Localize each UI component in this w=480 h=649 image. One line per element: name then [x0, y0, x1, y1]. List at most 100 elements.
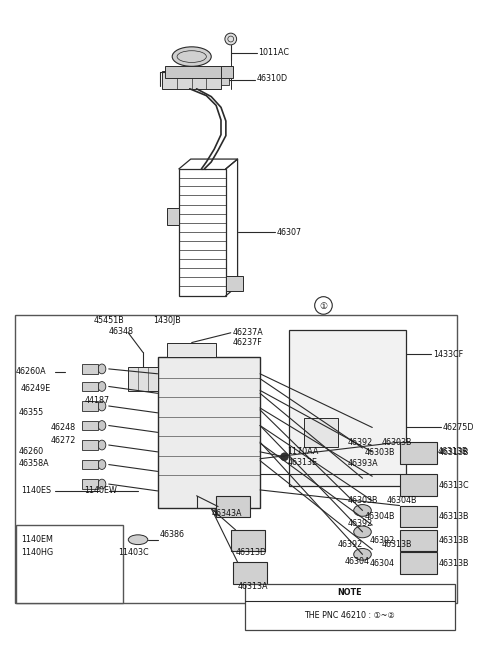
Bar — [221, 66, 233, 78]
Ellipse shape — [98, 479, 106, 489]
Text: 46386: 46386 — [159, 530, 184, 539]
Circle shape — [226, 458, 243, 475]
Circle shape — [232, 500, 243, 512]
Text: 46303B: 46303B — [348, 496, 378, 505]
Bar — [226, 276, 243, 291]
Circle shape — [194, 477, 212, 495]
Text: 46313B: 46313B — [439, 536, 469, 545]
Bar — [15, 315, 457, 603]
Text: 44187: 44187 — [84, 396, 109, 404]
Text: 11403C: 11403C — [119, 548, 149, 557]
Circle shape — [226, 419, 243, 436]
Circle shape — [194, 419, 212, 436]
Text: 46249E: 46249E — [21, 384, 51, 393]
Text: 46313B: 46313B — [438, 447, 468, 456]
Ellipse shape — [354, 504, 372, 517]
Text: 46313B: 46313B — [382, 540, 412, 549]
Text: ①: ① — [319, 302, 327, 311]
Circle shape — [163, 380, 181, 397]
Circle shape — [415, 479, 427, 491]
Bar — [162, 71, 221, 89]
Bar — [83, 440, 98, 450]
Bar — [399, 506, 437, 527]
Bar — [83, 401, 98, 411]
Bar — [128, 367, 157, 391]
Ellipse shape — [98, 364, 106, 374]
Text: 1011AC: 1011AC — [258, 48, 289, 57]
Circle shape — [226, 477, 243, 495]
Bar — [221, 75, 229, 85]
Text: THE PNC 46210 : ①~②: THE PNC 46210 : ①~② — [304, 611, 395, 620]
Ellipse shape — [354, 442, 372, 454]
Text: 46304B: 46304B — [387, 496, 418, 505]
Text: NOTE: NOTE — [337, 588, 362, 597]
Circle shape — [226, 438, 243, 456]
Bar — [83, 479, 98, 489]
Circle shape — [194, 399, 212, 417]
Bar — [83, 459, 98, 469]
Circle shape — [233, 535, 244, 546]
Text: 1433CF: 1433CF — [433, 350, 463, 359]
Circle shape — [218, 500, 230, 512]
Text: 46237A: 46237A — [233, 328, 264, 337]
Text: 46313D: 46313D — [236, 548, 267, 557]
Text: 46313A: 46313A — [238, 582, 268, 591]
Text: 46248: 46248 — [50, 423, 75, 432]
Text: 1140HG: 1140HG — [21, 548, 53, 557]
Text: 45451B: 45451B — [94, 315, 125, 324]
Bar — [16, 525, 123, 603]
Circle shape — [163, 419, 181, 436]
Bar — [83, 382, 98, 391]
Bar — [83, 421, 98, 430]
Ellipse shape — [128, 535, 148, 545]
Bar — [304, 418, 338, 447]
Text: 46355: 46355 — [19, 408, 44, 417]
Circle shape — [402, 535, 413, 546]
Bar — [216, 496, 250, 517]
Circle shape — [163, 438, 181, 456]
Text: 46313B: 46313B — [439, 512, 469, 520]
Circle shape — [163, 360, 181, 378]
Text: 1430JB: 1430JB — [153, 315, 180, 324]
Text: 46237F: 46237F — [233, 338, 263, 347]
Bar — [179, 169, 226, 296]
Text: 46304: 46304 — [345, 557, 370, 566]
Ellipse shape — [98, 459, 106, 469]
Text: 46307: 46307 — [276, 228, 302, 237]
Text: 46392: 46392 — [348, 437, 373, 447]
Bar — [289, 330, 407, 486]
Circle shape — [163, 399, 181, 417]
Bar — [399, 552, 437, 574]
Text: 46392: 46392 — [338, 540, 363, 549]
Bar — [399, 530, 437, 552]
Bar — [231, 530, 265, 552]
Text: 46313B: 46313B — [439, 448, 469, 458]
Text: 46275D: 46275D — [443, 423, 474, 432]
Bar — [168, 343, 216, 357]
Circle shape — [194, 458, 212, 475]
Circle shape — [415, 557, 427, 569]
Ellipse shape — [98, 401, 106, 411]
Bar — [233, 562, 267, 583]
Text: 46304B: 46304B — [364, 512, 395, 520]
Text: 46358A: 46358A — [19, 459, 49, 468]
Bar — [83, 364, 98, 374]
Text: 1170AA: 1170AA — [288, 447, 319, 456]
Text: 46393A: 46393A — [348, 459, 379, 468]
Ellipse shape — [354, 548, 372, 560]
Text: 46348: 46348 — [109, 327, 134, 336]
Circle shape — [248, 567, 260, 579]
Bar — [245, 583, 455, 630]
Ellipse shape — [98, 382, 106, 391]
Ellipse shape — [40, 579, 70, 589]
Bar — [399, 474, 437, 496]
Text: 1140EW: 1140EW — [84, 486, 117, 495]
Ellipse shape — [354, 472, 372, 484]
Ellipse shape — [172, 47, 211, 66]
Circle shape — [226, 399, 243, 417]
Circle shape — [226, 380, 243, 397]
Text: 46303B: 46303B — [364, 448, 395, 458]
Bar — [399, 442, 437, 463]
Ellipse shape — [354, 526, 372, 538]
Text: 46304: 46304 — [370, 559, 395, 568]
